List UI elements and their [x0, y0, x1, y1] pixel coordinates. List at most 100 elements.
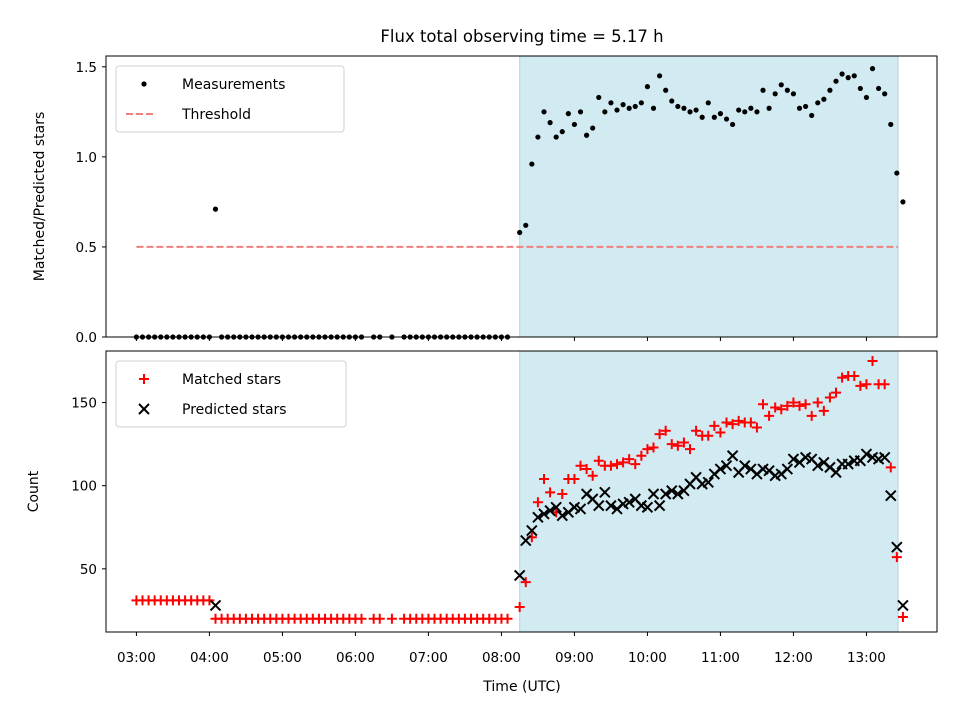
data-point [776, 404, 787, 415]
data-point [541, 109, 547, 115]
data-point [577, 109, 584, 115]
data-point [772, 91, 778, 97]
data-point [374, 613, 385, 624]
data-point [770, 402, 781, 413]
data-point [581, 464, 592, 475]
data-point [590, 125, 596, 131]
data-point [751, 422, 762, 433]
data-point [837, 372, 848, 383]
data-point [748, 105, 754, 111]
data-point [714, 463, 727, 475]
legend-marker [138, 403, 150, 415]
x-tick-label: 03:00 [117, 650, 156, 666]
legend-label: Matched stars [182, 372, 281, 388]
x-tick-label: 11:00 [701, 650, 740, 666]
data-point [849, 370, 860, 381]
data-point [764, 410, 775, 421]
data-point [879, 379, 890, 390]
data-point [656, 73, 663, 79]
x-axis-label: Time (UTC) [482, 679, 560, 695]
plot-frame [105, 350, 938, 633]
data-point [669, 98, 675, 104]
data-point [760, 87, 766, 93]
y-tick-label: 1.0 [76, 150, 97, 166]
data-point [830, 466, 842, 479]
data-point [821, 96, 827, 102]
data-point [897, 612, 908, 623]
data-point [513, 569, 526, 582]
data-point [855, 380, 866, 391]
data-point [894, 170, 900, 176]
data-point [638, 100, 644, 106]
data-point [693, 107, 699, 113]
data-point [571, 121, 578, 128]
data-point [535, 134, 541, 140]
data-point [833, 78, 839, 84]
data-point [802, 103, 809, 110]
data-point [212, 206, 219, 212]
data-point [784, 87, 790, 93]
legend-label: Threshold [181, 107, 251, 123]
data-point [545, 487, 556, 498]
data-point [827, 87, 833, 93]
data-point [733, 415, 744, 426]
data-point [636, 450, 647, 461]
data-point [699, 114, 705, 120]
data-point [790, 91, 797, 97]
data-point [812, 460, 824, 472]
data-point [885, 462, 896, 473]
data-point [641, 501, 654, 514]
legend-marker [139, 374, 149, 384]
plot-frame [105, 55, 938, 338]
series-predicted-stars [209, 448, 909, 612]
data-point [204, 595, 215, 606]
data-point [659, 488, 672, 500]
x-tick-label: 04:00 [190, 650, 229, 666]
data-point [782, 400, 793, 411]
data-point [815, 100, 821, 106]
data-point [720, 460, 733, 472]
data-point [614, 107, 620, 113]
data-point [672, 440, 683, 451]
data-point [553, 134, 559, 140]
data-point [575, 460, 586, 471]
data-point [608, 100, 614, 106]
data-point [861, 379, 872, 390]
data-point [796, 105, 803, 111]
legend-box [115, 360, 347, 428]
x-tick-label: 10:00 [628, 650, 667, 666]
data-point [602, 109, 608, 115]
data-point [685, 444, 696, 455]
data-point [758, 399, 769, 410]
bottom-panel: 50 100 150 Count 03:00 04:00 05:00 06:00 07:00 08… [26, 350, 938, 666]
y-tick-label: 50 [80, 562, 97, 578]
data-point [520, 534, 532, 547]
data-point [583, 132, 590, 138]
data-point [739, 460, 751, 472]
data-point [544, 504, 556, 517]
data-point [842, 458, 854, 470]
data-point [593, 499, 605, 512]
data-point [648, 442, 659, 453]
data-point [717, 111, 724, 117]
data-point [565, 111, 571, 117]
data-point [626, 105, 632, 111]
data-point [209, 599, 222, 612]
y-tick-label: 150 [71, 396, 97, 412]
data-point [557, 488, 568, 499]
data-point [875, 85, 882, 92]
y-tick-label: 0.0 [76, 330, 97, 346]
data-point [599, 486, 611, 499]
data-point [618, 457, 629, 468]
data-point [691, 425, 702, 436]
data-point [715, 427, 726, 438]
y-tick-label: 0.5 [76, 240, 97, 256]
legend-label: Predicted stars [182, 402, 287, 418]
x-tick-label: 07:00 [409, 650, 448, 666]
data-point [644, 84, 651, 90]
data-point [547, 120, 553, 126]
legend-label: Measurements [182, 77, 285, 93]
data-point [632, 103, 638, 110]
data-point [702, 476, 714, 489]
data-point [539, 474, 550, 485]
